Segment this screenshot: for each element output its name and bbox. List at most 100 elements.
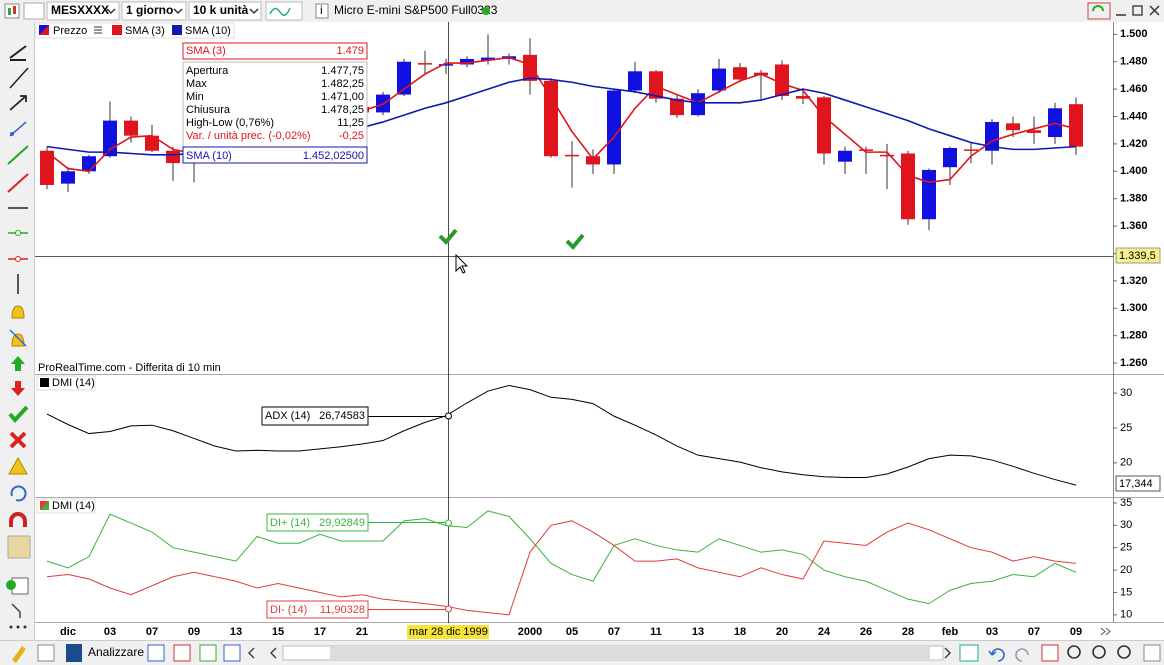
symbol-select[interactable] xyxy=(46,1,120,21)
undo[interactable] xyxy=(988,648,1005,662)
di-plus-value: 29,92849 xyxy=(319,517,365,529)
candle-body xyxy=(670,98,684,116)
units-select[interactable] xyxy=(188,1,262,21)
tool-icon[interactable] xyxy=(147,644,165,662)
redo[interactable] xyxy=(1015,648,1029,662)
legend-swatch-part xyxy=(40,501,49,510)
cursor-date-box xyxy=(407,625,489,639)
dropdown-arrow xyxy=(173,8,183,15)
info-glyph: i xyxy=(320,3,323,17)
candle-body xyxy=(439,64,453,66)
sma3-box xyxy=(182,42,368,60)
analyze-icon[interactable] xyxy=(66,644,82,662)
date-axis-bg xyxy=(35,623,1164,640)
check-marker xyxy=(565,233,585,250)
scroll-right[interactable] xyxy=(944,647,952,659)
buy-arrow[interactable] xyxy=(11,356,25,371)
candle-body xyxy=(964,149,978,151)
candle-body xyxy=(145,135,159,151)
legend-swatch xyxy=(40,378,49,387)
cursor-dot xyxy=(445,605,452,613)
check-tool[interactable] xyxy=(8,405,29,424)
candle-body xyxy=(712,68,726,91)
list-icon[interactable] xyxy=(94,26,102,34)
x-tick-label: 05 xyxy=(566,626,578,638)
y-tick-label: 25 xyxy=(1120,422,1132,434)
zoom-select[interactable] xyxy=(1067,645,1081,659)
candle-body xyxy=(775,64,789,96)
tool-icon[interactable] xyxy=(199,644,217,662)
tool-icon[interactable] xyxy=(959,644,979,662)
icon-badge xyxy=(6,580,16,590)
pencil-icon[interactable] xyxy=(12,646,26,663)
sell-arrow[interactable] xyxy=(11,381,25,396)
settings-icon[interactable] xyxy=(37,644,55,662)
x-tick-label: 28 xyxy=(902,626,914,638)
cursor-price-box xyxy=(1115,247,1161,264)
candle-body xyxy=(733,67,747,80)
indicator-button[interactable] xyxy=(265,1,303,21)
cursor-dot xyxy=(445,519,452,527)
chart-icon[interactable] xyxy=(4,3,20,19)
filter-tool[interactable] xyxy=(11,603,21,618)
analyze-button[interactable]: Analizzare xyxy=(88,645,144,659)
ohlc-box xyxy=(182,61,368,148)
alert-remove[interactable] xyxy=(11,333,25,347)
y-tick-label: 1.400 xyxy=(1120,165,1148,177)
tool-icon[interactable] xyxy=(1041,644,1059,662)
trend-tool[interactable] xyxy=(7,145,29,165)
data-source: ProRealTime.com - Differita di 10 min xyxy=(38,362,221,374)
trend-tool-red[interactable] xyxy=(7,173,29,193)
icon-dot xyxy=(15,230,21,236)
scroll-end[interactable] xyxy=(1100,627,1111,636)
y-tick-label: 30 xyxy=(1120,387,1132,399)
tooltip-value: 1.471,00 xyxy=(321,91,364,103)
legend-swatch xyxy=(172,25,182,35)
arrow-tool[interactable] xyxy=(9,95,27,111)
timeframe-select[interactable] xyxy=(121,1,187,21)
tool-icon[interactable] xyxy=(173,644,191,662)
lock-tool[interactable] xyxy=(7,535,31,559)
check-marker xyxy=(438,228,458,245)
info-icon[interactable] xyxy=(315,3,329,19)
tool-icon[interactable] xyxy=(1143,644,1161,662)
warning-tool[interactable] xyxy=(8,456,28,475)
line-tool[interactable] xyxy=(9,67,29,89)
zoom-out[interactable] xyxy=(1092,645,1106,659)
tooltip-label: Max xyxy=(186,78,207,90)
pen-tool[interactable] xyxy=(9,45,27,61)
close-button[interactable] xyxy=(1149,5,1160,16)
y-tick-label: 20 xyxy=(1120,564,1132,576)
mouse-pointer xyxy=(455,253,469,274)
di-plus-box xyxy=(266,513,369,532)
x-tick-label: 15 xyxy=(272,626,284,638)
sync-button[interactable] xyxy=(1087,2,1111,20)
candle-body xyxy=(565,154,579,157)
magnet-tool[interactable] xyxy=(9,512,27,527)
alert-tool[interactable] xyxy=(11,305,25,319)
x-tick-label: 20 xyxy=(776,626,788,638)
y-tick-label: 10 xyxy=(1120,609,1132,621)
cross-tool[interactable] xyxy=(9,431,27,449)
y-tick-label: 25 xyxy=(1120,542,1132,554)
x-tick-label: 09 xyxy=(188,626,200,638)
candle-body xyxy=(628,71,642,91)
cursor-dot xyxy=(445,412,452,420)
price-legend: Prezzo SMA (3) SMA (10) xyxy=(35,22,235,39)
color-button[interactable] xyxy=(23,2,45,20)
di-plus-label: DI+ (14) xyxy=(270,517,310,529)
scroll-left[interactable] xyxy=(247,647,277,659)
scrollbar-thumb[interactable] xyxy=(330,647,930,659)
x-tick-label: 07 xyxy=(1028,626,1040,638)
adx-legend: DMI (14) xyxy=(36,375,96,391)
tooltip-value: 1.482,25 xyxy=(321,78,364,90)
maximize-button[interactable] xyxy=(1132,5,1143,16)
zoom-in[interactable] xyxy=(1117,645,1131,659)
sma10-value: 1.452,02500 xyxy=(303,150,364,162)
tool-icon[interactable] xyxy=(223,644,241,662)
indicator-line xyxy=(46,384,1077,486)
symbol: MESXXXX xyxy=(51,3,109,17)
candle-body xyxy=(460,58,474,65)
x-tick-label: 03 xyxy=(104,626,116,638)
rotate-tool[interactable] xyxy=(10,485,27,502)
